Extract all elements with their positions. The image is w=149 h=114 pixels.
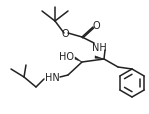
Text: O: O xyxy=(92,21,100,31)
Text: HO: HO xyxy=(59,52,74,61)
Polygon shape xyxy=(95,56,104,60)
Polygon shape xyxy=(75,57,82,62)
Text: HN: HN xyxy=(45,72,59,82)
Text: NH: NH xyxy=(92,43,106,53)
Text: O: O xyxy=(61,29,69,39)
